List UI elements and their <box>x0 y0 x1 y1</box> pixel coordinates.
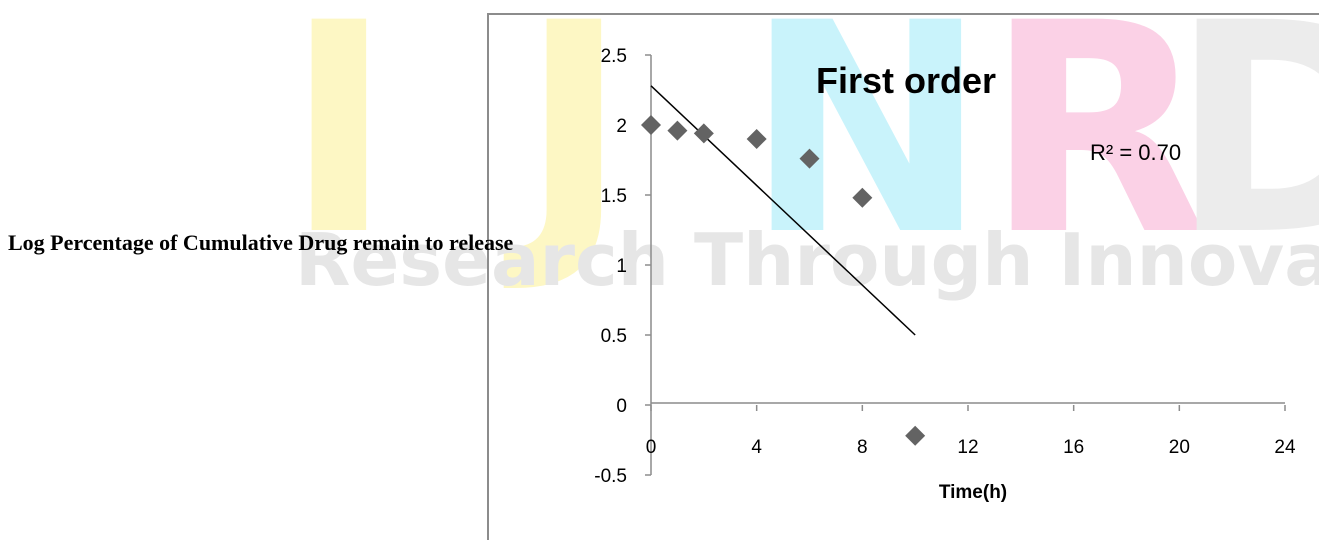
linear-trendline <box>650 85 916 336</box>
x-axis-ticks: 0 4 8 12 16 20 24 <box>646 405 1296 458</box>
x-tick-label: 0 <box>646 437 657 458</box>
data-point-marker <box>852 187 873 208</box>
y-tick-label: 0 <box>616 396 627 417</box>
data-point-marker <box>667 120 688 141</box>
y-axis-ticks: 2.5 2 1.5 1 0.5 0 -0.5 <box>594 46 651 487</box>
data-point-marker <box>746 129 767 149</box>
r-squared-annotation: R² = 0.70 <box>1090 140 1181 165</box>
y-tick-label: 2 <box>616 116 627 137</box>
x-tick-label: 8 <box>857 437 868 458</box>
y-axis-label: Log Percentage of Cumulative Drug remain… <box>8 230 514 255</box>
x-tick-label: 16 <box>1063 437 1084 458</box>
x-axis-label: Time(h) <box>939 482 1007 503</box>
x-tick-label: 20 <box>1169 437 1190 458</box>
data-point-marker <box>641 115 661 135</box>
x-tick-label: 12 <box>957 437 978 458</box>
y-tick-label: 1.5 <box>601 186 627 207</box>
y-tick-label: -0.5 <box>594 466 627 487</box>
y-tick-label: 1 <box>616 256 627 277</box>
y-tick-label: 0.5 <box>601 326 627 347</box>
x-tick-label: 4 <box>751 437 762 458</box>
data-point-marker <box>799 148 820 169</box>
y-tick-label: 2.5 <box>601 46 627 67</box>
chart-title: First order <box>816 60 996 101</box>
data-point-marker <box>905 425 926 446</box>
x-tick-label: 24 <box>1274 437 1296 458</box>
data-point-marker <box>693 123 714 144</box>
data-points <box>641 115 926 446</box>
